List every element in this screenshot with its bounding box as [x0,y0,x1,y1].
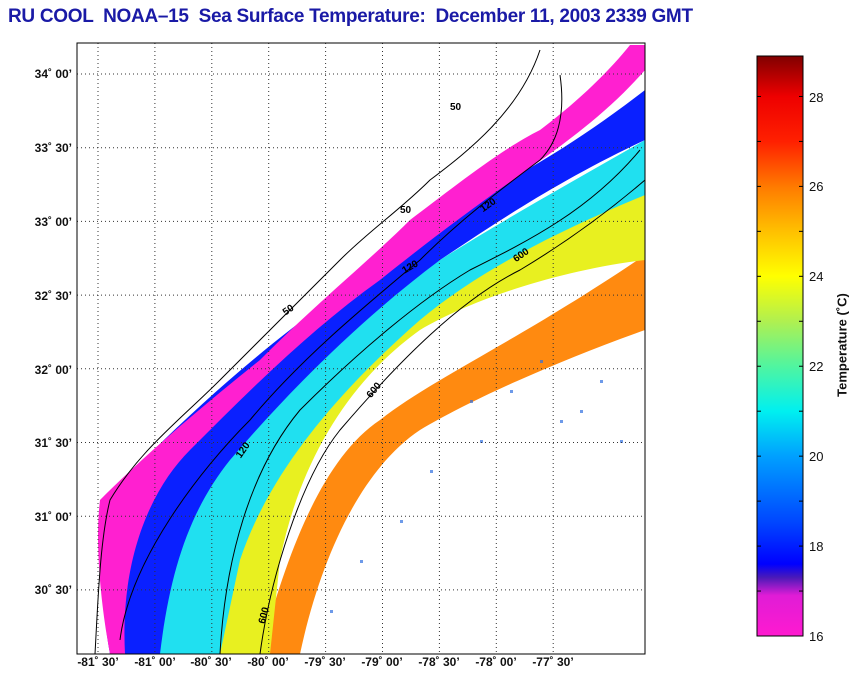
sst-warm-band [260,255,645,654]
colorbar-tick-label: 20 [809,449,824,464]
lon-label: -79˚ 00’ [361,655,403,669]
graticule [77,43,645,654]
lat-label: 32˚ 30’ [34,289,72,303]
isobath-600 [259,179,646,655]
isobath-label-50: 50 [450,102,462,113]
colorbar-tick-label: 24 [809,269,824,284]
chart-title: RU COOL NOAA–15 Sea Surface Temperature:… [8,6,693,27]
colorbar-tick-label: 22 [809,359,824,374]
lon-label: -80˚ 30’ [190,655,232,669]
colorbar-tick-label: 28 [809,90,824,105]
colorbar-tick-label: 26 [809,179,824,194]
colorbar-ticks [757,95,803,637]
lon-label: -78˚ 30’ [418,655,460,669]
lon-label: -78˚ 00’ [475,655,517,669]
lat-label: 34˚ 00’ [34,67,72,81]
lon-label: -81˚ 00’ [134,655,176,669]
lat-label: 33˚ 00’ [34,215,72,229]
lon-label: -79˚ 30’ [304,655,346,669]
cloud-speckle [330,360,623,613]
colorbar [756,55,804,637]
isobath-label-50: 50 [400,205,412,216]
map-frame [76,42,646,655]
lat-label: 30˚ 30’ [34,583,72,597]
isobath-50 [119,74,563,641]
lon-label: -77˚ 30’ [532,655,574,669]
sst-blue-band [102,90,645,654]
colorbar-tick-label: 18 [809,539,824,554]
lat-label: 31˚ 30’ [34,436,72,450]
sst-field [98,45,645,654]
isobath-120 [219,149,641,655]
isobaths [94,49,646,655]
lon-label: -80˚ 00’ [247,655,289,669]
lon-label: -81˚ 30’ [77,655,119,669]
colorbar-tick-label: 16 [809,629,824,644]
lat-label: 32˚ 00’ [34,363,72,377]
sst-cyan-band [145,140,645,654]
sst-cold-fringe [98,45,645,654]
colorbar-title: Temperature (˚C) [834,293,849,397]
lat-label: 31˚ 00’ [34,510,72,524]
coastline [94,49,541,655]
lat-label: 33˚ 30’ [34,141,72,155]
